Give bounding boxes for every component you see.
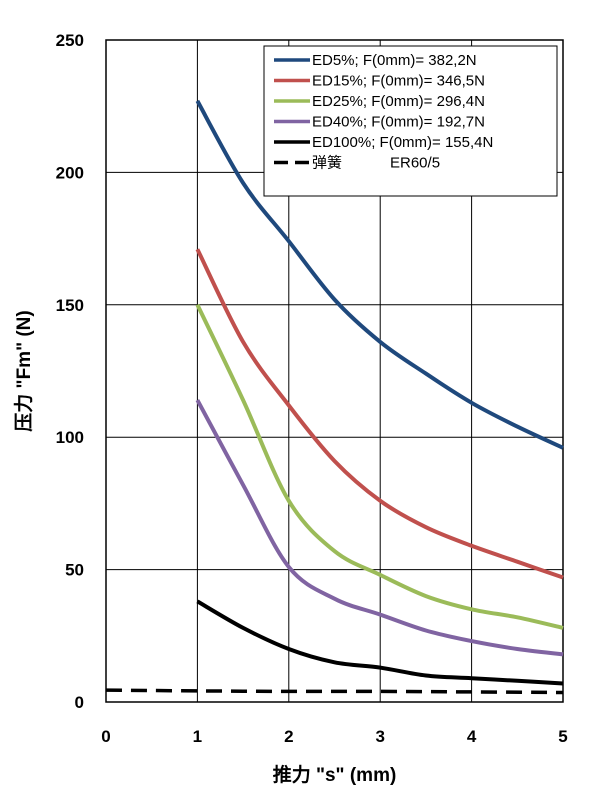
legend-label-1: ED5%; F(0mm)= 382,2N [312,52,477,69]
series-line-3 [195,303,564,630]
y-tick-label: 150 [56,296,84,315]
x-tick-label: 5 [558,727,567,746]
series-layer [105,99,564,695]
legend-label-6: 弹簧 [312,155,342,172]
y-tick-label: 50 [65,561,84,580]
legend-label-2: ED15%; F(0mm)= 346,5N [312,73,485,90]
series-line-4 [195,399,564,657]
x-tick-label: 0 [101,727,110,746]
series-line-5 [196,599,564,686]
x-tick-label: 1 [193,727,202,746]
x-tick-label: 2 [284,727,293,746]
legend-extra-label: ER60/5 [390,155,440,172]
plot-frame [105,39,564,703]
x-axis-label: 推力 "s" (mm) [273,763,397,786]
legend: ER60/5 ED5%; F(0mm)= 382,2N ED15%; F(0mm)… [263,45,558,197]
x-tick-label: 3 [375,727,384,746]
x-tick-label: 4 [467,727,477,746]
x-tick-labels: 0 1 2 3 4 5 [101,727,567,746]
y-tick-label: 100 [56,428,84,447]
legend-label-3: ED25%; F(0mm)= 296,4N [312,93,485,110]
y-axis-label: 压力 "Fm" (N) [12,310,35,431]
y-tick-label: 250 [56,31,84,50]
y-tick-label: 200 [56,163,84,182]
legend-box [263,45,558,197]
legend-label-4: ED40%; F(0mm)= 192,7N [312,114,485,131]
y-tick-labels: 0 50 100 150 200 250 [56,31,84,712]
series-line-1 [195,99,564,450]
legend-label-5: ED100%; F(0mm)= 155,4N [312,134,493,151]
y-tick-label: 0 [75,693,84,712]
series-line-6 [105,688,564,695]
series-line-2 [195,248,564,580]
